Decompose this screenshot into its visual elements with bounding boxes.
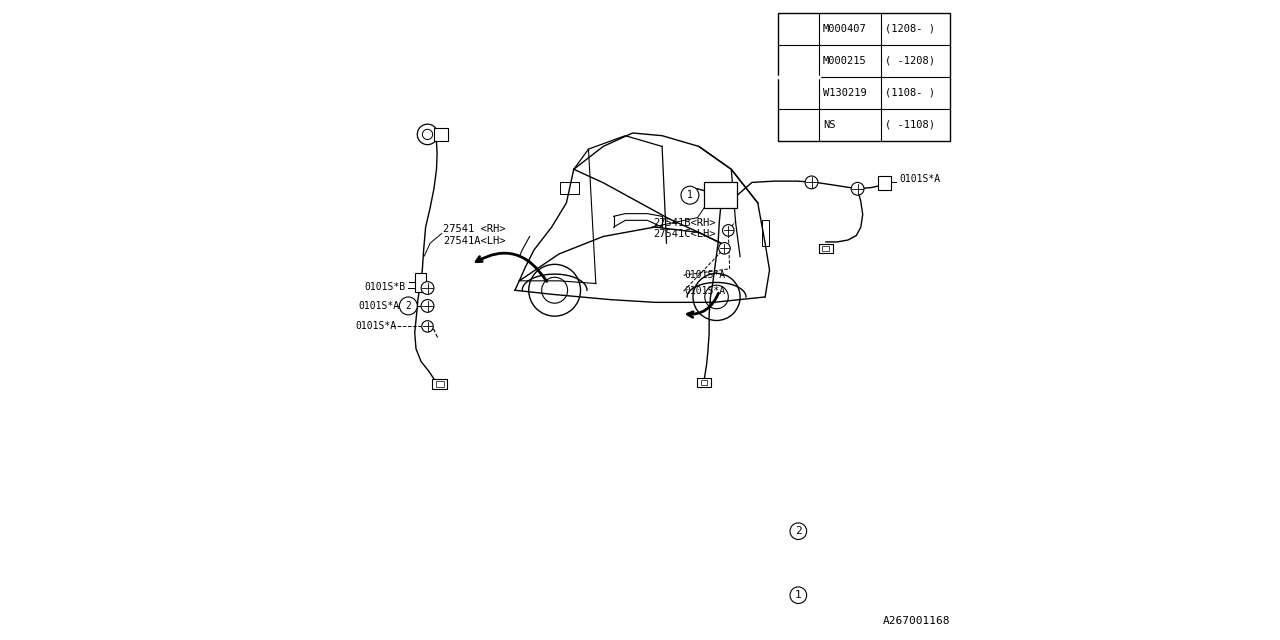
Circle shape [681,186,699,204]
Text: (1208- ): (1208- ) [886,24,936,34]
Text: 1: 1 [687,190,692,200]
Circle shape [421,282,434,294]
Text: 27541B<RH>: 27541B<RH> [653,218,716,228]
Text: 0101S*A: 0101S*A [685,270,726,280]
Bar [433,379,448,389]
Circle shape [851,182,864,195]
Bar [822,246,829,251]
Text: (1108- ): (1108- ) [886,88,936,98]
Text: 27541A<LH>: 27541A<LH> [443,236,506,246]
Bar [819,244,832,253]
Bar [698,378,710,387]
Circle shape [805,176,818,189]
Bar [435,381,444,387]
Text: 27541 <RH>: 27541 <RH> [443,224,506,234]
Circle shape [790,523,806,540]
Bar [415,273,425,292]
Text: ( -1108): ( -1108) [886,120,936,130]
Circle shape [399,297,417,315]
Text: 2: 2 [795,526,801,536]
Bar [762,220,768,246]
Text: 2: 2 [406,301,411,311]
Circle shape [722,225,735,236]
Circle shape [422,321,433,332]
Text: M000215: M000215 [823,56,867,66]
Circle shape [692,273,740,321]
Circle shape [705,285,728,308]
Circle shape [541,277,567,303]
Text: 0101S*A: 0101S*A [356,321,397,332]
Text: A267001168: A267001168 [883,616,950,626]
Bar [704,182,737,208]
Bar [434,128,448,141]
Bar [777,13,950,141]
Text: 27541C<LH>: 27541C<LH> [653,229,716,239]
Bar [700,380,708,385]
Text: W130219: W130219 [823,88,867,98]
Text: 1: 1 [795,590,801,600]
Circle shape [421,300,434,312]
Text: 0101S*B: 0101S*B [365,282,406,292]
Text: NS: NS [823,120,836,130]
Circle shape [417,124,438,145]
Circle shape [529,264,581,316]
Text: M000407: M000407 [823,24,867,34]
Text: 0101S*A: 0101S*A [685,286,726,296]
Circle shape [790,587,806,604]
Text: ( -1208): ( -1208) [886,56,936,66]
Circle shape [719,243,730,254]
Bar [559,182,579,195]
Text: 0101S*A: 0101S*A [900,174,941,184]
Text: 0101S*A: 0101S*A [358,301,399,311]
Circle shape [422,129,433,140]
Bar [878,176,891,190]
